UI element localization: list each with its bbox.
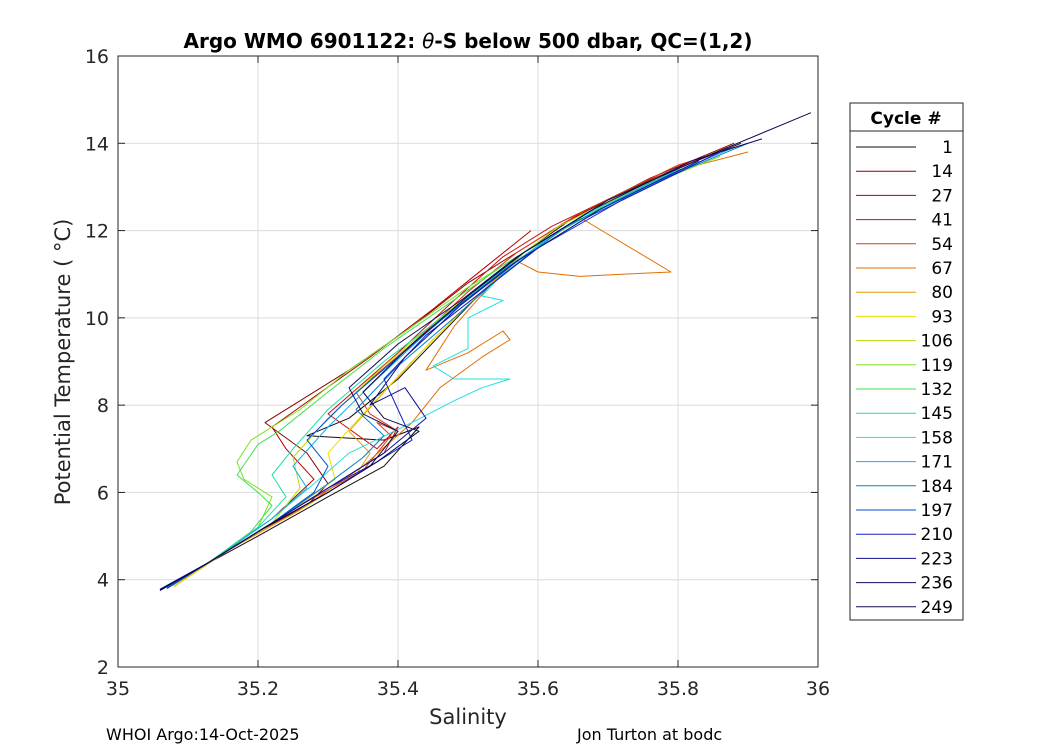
series-line-13 [166, 169, 679, 589]
series-layer [159, 112, 812, 592]
x-axis-label: Salinity [429, 705, 507, 729]
legend-label-41: 41 [931, 211, 953, 231]
series-line-20 [159, 112, 812, 592]
series-line-11 [166, 164, 693, 589]
footer-credit-left: WHOI Argo:14-Oct-2025 [106, 725, 300, 744]
y-tick-label: 8 [97, 395, 109, 417]
legend-label-236: 236 [921, 574, 953, 594]
y-tick-label: 6 [97, 482, 109, 504]
x-tick-label: 35.4 [377, 678, 419, 700]
chart-title: Argo WMO 6901122: θ-S below 500 dbar, QC… [184, 29, 753, 53]
x-tick-label: 35 [106, 678, 130, 700]
x-tick-label: 35.6 [517, 678, 559, 700]
title-prefix: Argo WMO 6901122: [184, 29, 423, 53]
axis-tick-labels: 35 35.2 35.4 35.6 35.8 36 2 4 6 8 10 12 14 16 [85, 46, 830, 700]
legend-label-14: 14 [931, 162, 953, 182]
x-tick-label: 35.2 [237, 678, 279, 700]
legend-label-54: 54 [931, 235, 953, 255]
footer-credit-right: Jon Turton at bodc [577, 725, 723, 744]
x-tick-label: 35.8 [657, 678, 699, 700]
legend-label-80: 80 [931, 283, 953, 303]
legend-label-184: 184 [921, 477, 953, 497]
y-tick-label: 2 [97, 657, 109, 679]
plot-area [117, 55, 819, 668]
legend-label-106: 106 [921, 332, 953, 352]
legend-label-210: 210 [921, 525, 953, 545]
series-line-6 [173, 151, 749, 587]
y-tick-label: 16 [85, 46, 109, 68]
legend-entries: 1 14 27 41 54 67 80 93 106 119 132 145 158 171 184 197 2… [856, 138, 953, 618]
x-tick-label: 36 [806, 678, 830, 700]
legend-label-132: 132 [921, 380, 953, 400]
legend-label-93: 93 [931, 307, 953, 327]
y-axis-label: Potential Temperature ( °C) [51, 219, 75, 506]
legend-label-249: 249 [921, 598, 953, 618]
title-theta-symbol: θ [422, 29, 434, 53]
y-tick-label: 14 [85, 133, 109, 155]
legend: Cycle # 1 14 27 41 54 67 80 93 106 119 132 145 158 17… [849, 102, 964, 621]
legend-label-119: 119 [921, 356, 953, 376]
axis-ticks [117, 55, 819, 668]
legend-title: Cycle # [870, 109, 941, 129]
y-tick-label: 12 [85, 221, 109, 243]
legend-label-27: 27 [931, 186, 953, 206]
series-line-14 [166, 147, 735, 589]
legend-label-1: 1 [942, 138, 953, 158]
legend-label-197: 197 [921, 501, 953, 521]
y-tick-label: 4 [97, 570, 109, 592]
title-suffix: -S below 500 dbar, QC=(1,2) [434, 29, 752, 53]
y-tick-label: 10 [85, 308, 109, 330]
legend-label-67: 67 [931, 259, 953, 279]
legend-label-223: 223 [921, 549, 953, 569]
legend-label-145: 145 [921, 404, 953, 424]
legend-label-171: 171 [921, 453, 953, 473]
legend-label-158: 158 [921, 428, 953, 448]
